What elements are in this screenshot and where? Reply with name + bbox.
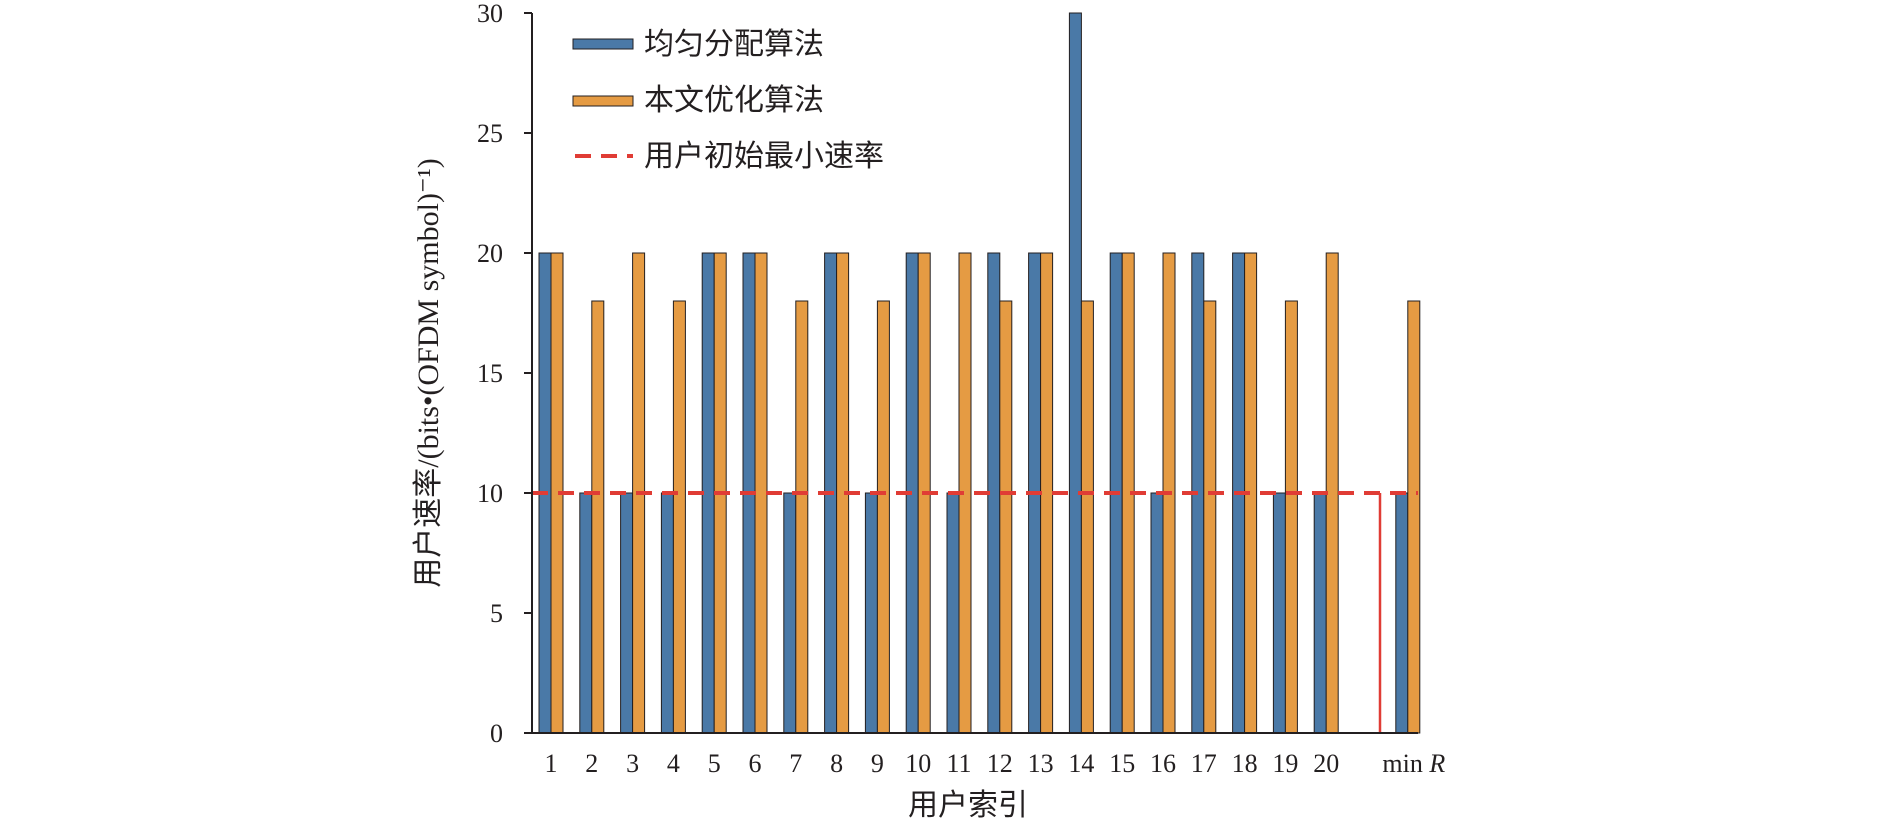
bar-uniform-19 xyxy=(1273,493,1285,733)
x-tick-label: 20 xyxy=(1313,749,1339,778)
x-tick-label: 17 xyxy=(1191,749,1217,778)
x-tick-label: 9 xyxy=(871,749,884,778)
bar-optimized-12 xyxy=(1000,301,1012,733)
y-tick-label: 15 xyxy=(477,359,503,388)
bar-optimized-17 xyxy=(1204,301,1216,733)
legend-label-reference: 用户初始最小速率 xyxy=(644,140,884,173)
x-tick-label: 13 xyxy=(1028,749,1054,778)
x-axis-title: 用户索引 xyxy=(908,789,1028,822)
x-tick-label: 19 xyxy=(1272,749,1298,778)
x-tick-label: 3 xyxy=(626,749,639,778)
x-tick-label: 11 xyxy=(946,749,971,778)
x-tick-label: 6 xyxy=(749,749,762,778)
x-tick-label: 7 xyxy=(789,749,802,778)
x-tick-label: 15 xyxy=(1109,749,1135,778)
bar-uniform-16 xyxy=(1151,493,1163,733)
y-tick-label: 25 xyxy=(477,119,503,148)
x-tick-label: 16 xyxy=(1150,749,1176,778)
bar-optimized-9 xyxy=(877,301,889,733)
x-tick-label: 4 xyxy=(667,749,680,778)
bar-optimized-2 xyxy=(592,301,604,733)
bar-uniform-7 xyxy=(784,493,796,733)
x-tick-label: 8 xyxy=(830,749,843,778)
x-tick-label: 14 xyxy=(1068,749,1094,778)
bar-uniform-20 xyxy=(1314,493,1326,733)
bar-uniform-14 xyxy=(1069,13,1081,733)
bar-uniform-9 xyxy=(865,493,877,733)
y-tick-label: 0 xyxy=(490,719,503,748)
legend-swatch-optimized xyxy=(573,96,633,106)
x-tick-label: 2 xyxy=(585,749,598,778)
bar-optimized-13 xyxy=(1041,253,1053,733)
x-tick-label: 5 xyxy=(708,749,721,778)
bar-uniform-3 xyxy=(621,493,633,733)
y-tick-label: 5 xyxy=(490,599,503,628)
bar-uniform-11 xyxy=(947,493,959,733)
legend-label-uniform: 均匀分配算法 xyxy=(644,28,824,61)
legend-label-optimized: 本文优化算法 xyxy=(644,84,824,117)
x-tick-label: 1 xyxy=(545,749,558,778)
bar-uniform-21 xyxy=(1396,493,1408,733)
x-tick-label: 10 xyxy=(905,749,931,778)
x-tick-label: 12 xyxy=(987,749,1013,778)
y-tick-label: 30 xyxy=(477,0,503,28)
bar-optimized-14 xyxy=(1081,301,1093,733)
bar-optimized-6 xyxy=(755,253,767,733)
series-uniform-bars xyxy=(539,13,1408,733)
bar-optimized-21 xyxy=(1408,301,1420,733)
y-tick-label: 20 xyxy=(477,239,503,268)
legend-swatch-uniform xyxy=(573,39,633,49)
bar-optimized-19 xyxy=(1285,301,1297,733)
y-axis-title: 用户速率/(bits•(OFDM symbol)⁻¹) xyxy=(412,158,445,588)
bar-uniform-4 xyxy=(661,493,673,733)
x-tick-label: min R xyxy=(1382,749,1445,778)
x-tick-label: 18 xyxy=(1232,749,1258,778)
bar-optimized-7 xyxy=(796,301,808,733)
y-axis-ticks: 0 5 10 15 20 25 30 xyxy=(477,0,532,748)
bar-optimized-4 xyxy=(673,301,685,733)
x-axis-ticks: 1 2 3 4 5 6 7 8 9 10 11 12 13 14 15 16 17 18 19 20 min R xyxy=(545,749,1446,778)
y-tick-label: 10 xyxy=(477,479,503,508)
legend: 均匀分配算法 本文优化算法 用户初始最小速率 xyxy=(573,28,884,173)
bar-uniform-2 xyxy=(580,493,592,733)
